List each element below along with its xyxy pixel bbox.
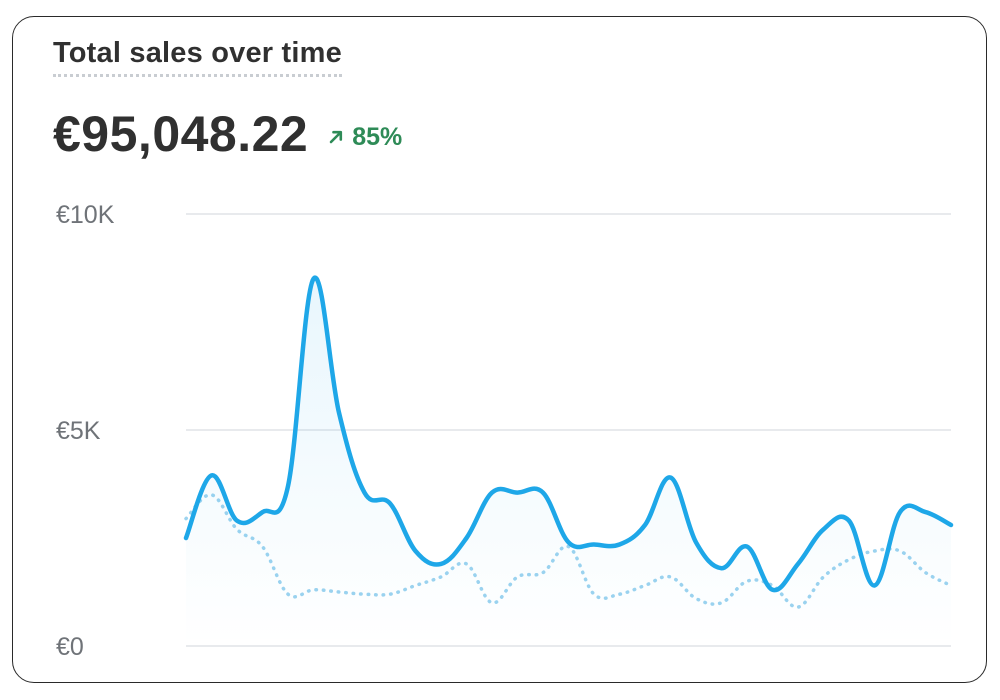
delta-badge: 85% xyxy=(328,123,402,152)
sales-line-chart: €10K €5K €0 xyxy=(56,201,954,661)
y-tick-label: €10K xyxy=(56,201,115,229)
arrow-up-right-icon xyxy=(329,130,343,144)
total-sales-value: €95,048.22 xyxy=(53,106,309,162)
sales-card: Total sales over time €95,048.22 85% €10… xyxy=(12,16,987,683)
total-row: €95,048.22 85% xyxy=(53,105,402,163)
y-tick-label: €5K xyxy=(56,417,101,445)
delta-value: 85% xyxy=(352,122,403,151)
card-title[interactable]: Total sales over time xyxy=(53,37,342,77)
y-tick-label: €0 xyxy=(56,633,84,661)
series-line-current xyxy=(183,275,954,593)
series-area-current xyxy=(186,277,951,646)
